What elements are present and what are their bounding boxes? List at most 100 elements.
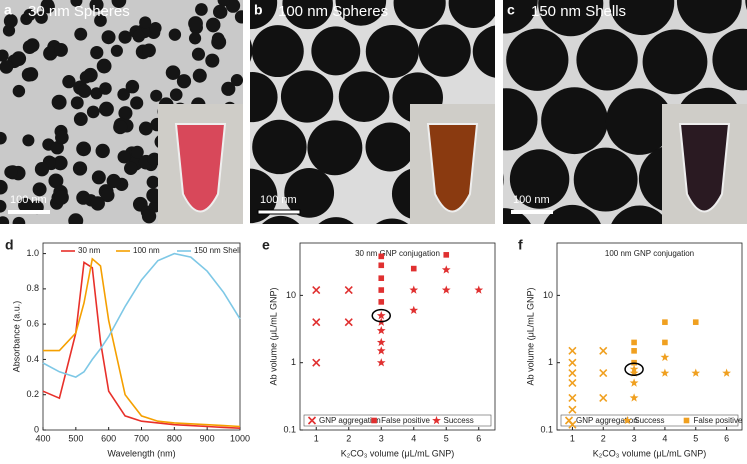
marker-star — [474, 285, 484, 294]
particle — [86, 105, 100, 119]
marker-star — [376, 337, 386, 347]
particle — [130, 145, 144, 159]
marker-star — [629, 393, 639, 402]
y-tick-label: 1 — [548, 357, 553, 367]
particle — [101, 30, 116, 45]
particle — [95, 143, 110, 159]
particle — [335, 0, 387, 26]
particle — [365, 122, 415, 172]
scale-bar — [8, 210, 50, 214]
marker-x — [568, 358, 577, 367]
particle — [130, 96, 144, 110]
x-tick-label: 3 — [632, 433, 637, 443]
legend-label: False positive — [694, 416, 743, 425]
particle — [192, 68, 207, 83]
particle — [280, 70, 334, 123]
tube — [174, 123, 227, 213]
y-tick-label: 1.0 — [26, 248, 39, 258]
particle — [472, 25, 495, 78]
particle — [76, 141, 92, 157]
particle — [0, 49, 9, 62]
x-tick-label: 2 — [601, 433, 606, 443]
particle — [250, 0, 278, 30]
particle — [138, 121, 153, 136]
particle — [503, 0, 538, 34]
marker-square — [378, 262, 385, 269]
particle — [573, 147, 638, 212]
marker-star — [409, 305, 419, 314]
particle — [213, 4, 228, 19]
particle — [40, 0, 55, 13]
particle — [191, 47, 206, 61]
particle — [250, 39, 253, 62]
x-tick-label: 700 — [134, 433, 149, 443]
particle — [503, 173, 504, 186]
particle — [125, 79, 140, 94]
particle — [117, 88, 130, 101]
particle — [22, 134, 35, 147]
marker-star — [722, 368, 731, 377]
particle — [0, 131, 7, 145]
particle — [99, 82, 112, 95]
legend-label: 150 nm Shell — [194, 246, 241, 255]
marker-square — [410, 265, 417, 272]
x-tick-label: 400 — [35, 433, 50, 443]
particle — [0, 60, 14, 74]
marker-square — [378, 299, 385, 305]
panel-label: f — [518, 237, 523, 253]
particle — [375, 218, 409, 224]
tube — [678, 123, 731, 213]
particle — [54, 43, 68, 57]
particle — [642, 29, 708, 95]
particle — [509, 149, 570, 209]
particle — [147, 152, 162, 167]
x-tick-label: 5 — [693, 433, 698, 443]
particle — [150, 89, 163, 102]
marker-x — [312, 318, 321, 327]
tube — [426, 123, 479, 213]
legend-label: GNP aggregation — [576, 416, 638, 425]
particle — [94, 14, 107, 27]
panel-label: e — [262, 237, 270, 253]
particle — [32, 182, 47, 197]
x-tick-label: 4 — [662, 433, 667, 443]
particle — [430, 219, 459, 224]
particle — [132, 29, 146, 43]
marker-x — [568, 393, 577, 402]
particle — [676, 0, 742, 34]
particle — [111, 0, 127, 9]
legend-label: Success — [634, 416, 664, 425]
marker-square — [371, 417, 377, 424]
particle — [117, 150, 131, 164]
particle — [262, 215, 300, 224]
marker-star — [409, 285, 419, 294]
particle — [54, 190, 69, 205]
particle — [609, 0, 675, 36]
particle — [538, 0, 604, 37]
particle — [230, 74, 243, 87]
x-axis-label: Wavelength (nm) — [107, 448, 175, 458]
marker-square — [631, 339, 637, 346]
y-tick-label: 0.6 — [26, 319, 39, 329]
chart-title: 100 nm GNP conjugation — [605, 249, 694, 258]
plot-frame — [299, 242, 496, 431]
particle — [106, 173, 121, 189]
particle — [0, 199, 7, 213]
particle — [34, 162, 50, 177]
particle — [252, 119, 307, 175]
particle — [72, 161, 88, 176]
marker-x — [568, 346, 577, 355]
particle — [55, 130, 69, 145]
particle — [73, 112, 88, 127]
marker-star — [376, 358, 386, 367]
particle — [284, 168, 335, 218]
marker-x — [568, 369, 577, 378]
particle — [142, 43, 156, 58]
x-tick-label: 4 — [411, 433, 416, 443]
x-tick-label: 3 — [379, 433, 384, 443]
y-tick-label: 0.1 — [283, 424, 296, 434]
particle — [311, 26, 361, 76]
legend-label: 30 nm — [78, 246, 101, 255]
particle — [96, 58, 112, 74]
